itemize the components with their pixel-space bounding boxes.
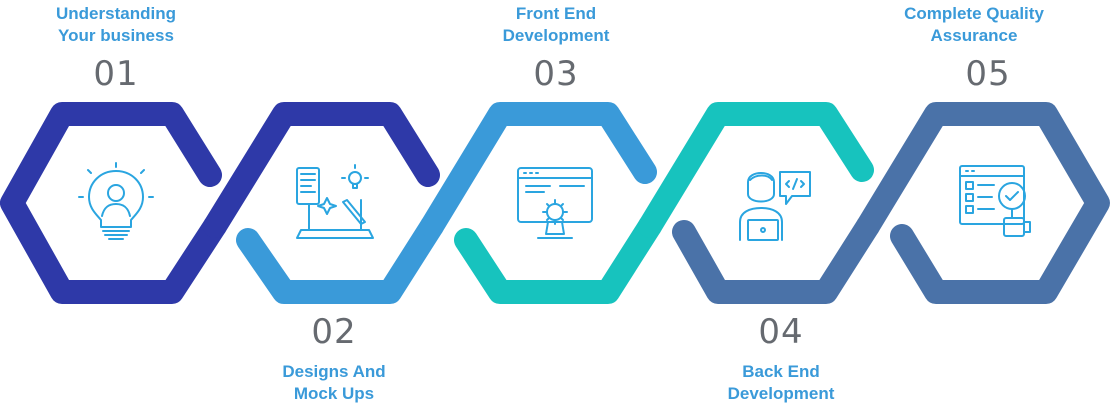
step-1-title-line2: Your business [58, 26, 174, 45]
step-1-title: Understanding Your business [6, 3, 226, 47]
lightbulb-person-icon [78, 162, 154, 240]
step-2-title-line1: Designs And [282, 362, 386, 381]
step-3-number: 03 [533, 54, 579, 94]
hexagon-step-4-bottom [672, 214, 880, 304]
step-2-title: Designs And Mock Ups [224, 361, 444, 405]
step-1-number: 01 [93, 54, 139, 94]
step-4-title-line2: Development [727, 384, 835, 403]
step-5-number: 05 [965, 54, 1011, 94]
step-3-title: Front End Development [446, 3, 666, 47]
step-5-title: Complete Quality Assurance [864, 3, 1084, 47]
hexagon-step-3-bottom [454, 214, 662, 304]
step-2-title-line2: Mock Ups [293, 384, 375, 403]
step-2-number: 02 [311, 312, 357, 352]
step-1-title-line1: Understanding [56, 4, 176, 23]
hexagon-step-2-top [203, 102, 440, 238]
step-3-title-line2: Development [502, 26, 610, 45]
step-4-title: Back End Development [671, 361, 891, 405]
hexagon-step-4-top [638, 102, 874, 238]
hexagon-step-5 [856, 102, 1110, 304]
developer-code-icon [739, 171, 811, 241]
step-5-title-line1: Complete Quality [904, 4, 1044, 23]
monitor-gear-icon [517, 167, 593, 239]
step-4-title-line1: Back End [742, 362, 820, 381]
checklist-magnifier-icon [959, 165, 1031, 237]
design-laptop-icon [296, 164, 374, 239]
hexagon-step-2-bottom [236, 214, 444, 304]
hexagon-step-1 [0, 102, 227, 304]
step-4-number: 04 [758, 312, 804, 352]
hexagon-step-3-top [420, 102, 657, 238]
step-5-title-line2: Assurance [930, 26, 1018, 45]
step-3-title-line1: Front End [515, 4, 597, 23]
